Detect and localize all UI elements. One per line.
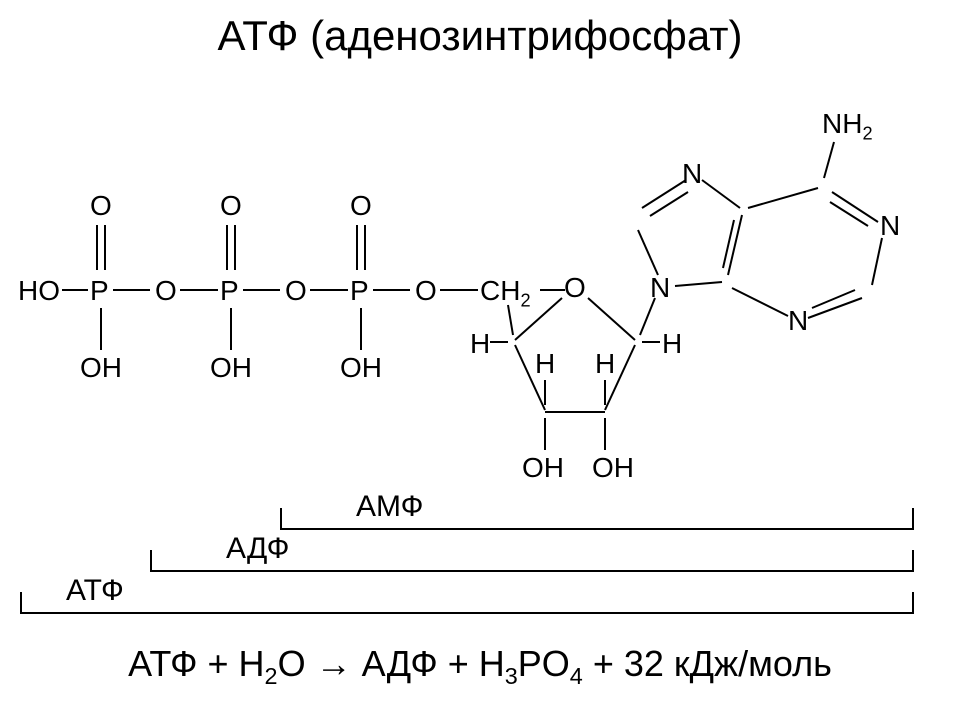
atom-o-p2-top: O [220, 190, 242, 222]
atom-h-c4: H [470, 328, 490, 360]
atom-h-c1: H [662, 328, 682, 360]
atom-o-link1: O [155, 275, 177, 307]
atom-oh-p1: OH [80, 352, 122, 384]
hydrolysis-equation: АТФ + H2O → АДФ + H3PO4 + 32 кДж/моль [0, 643, 960, 690]
bracket-atf [20, 592, 914, 614]
atom-p2: P [220, 275, 239, 307]
page-title: АТФ (аденозинтрифосфат) [0, 12, 960, 60]
atom-n9: N [650, 272, 670, 304]
atom-o-link2: O [285, 275, 307, 307]
atom-n7: N [682, 158, 702, 190]
atom-ch2: CH2 [480, 275, 531, 312]
atom-ho: HO [18, 275, 60, 307]
atom-oh-c3: OH [522, 452, 564, 484]
atom-o-p1-top: O [90, 190, 112, 222]
atom-n3: N [788, 305, 808, 337]
atom-o-link3: O [415, 275, 437, 307]
atom-h-c2: H [595, 348, 615, 380]
atom-oh-p3: OH [340, 352, 382, 384]
bracket-label-atf: АТФ [60, 574, 130, 608]
atom-ribose-o: O [564, 272, 586, 304]
atom-oh-p2: OH [210, 352, 252, 384]
bracket-label-amf: АМФ [350, 490, 429, 524]
atom-nh2: NH2 [822, 108, 873, 145]
atom-o-p3-top: O [350, 190, 372, 222]
atom-n1: N [880, 210, 900, 242]
atom-h-c3: H [535, 348, 555, 380]
structure-diagram: HO P O OH O P O OH O P O OH O CH2 O H H … [0, 80, 960, 520]
atom-p3: P [350, 275, 369, 307]
atom-p1: P [90, 275, 109, 307]
bracket-label-adf: АДФ [220, 532, 295, 566]
atom-oh-c2: OH [592, 452, 634, 484]
